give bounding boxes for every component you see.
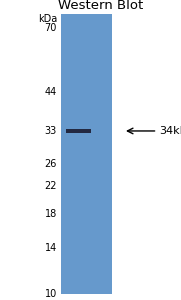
Bar <box>87 129 88 133</box>
Bar <box>78 129 79 133</box>
Bar <box>74 129 75 133</box>
Bar <box>66 129 67 133</box>
Text: 22: 22 <box>45 181 57 191</box>
Text: 70: 70 <box>45 23 57 33</box>
Text: 10: 10 <box>45 289 57 299</box>
Bar <box>73 129 74 133</box>
Bar <box>67 129 68 133</box>
Text: 14: 14 <box>45 243 57 253</box>
Bar <box>71 129 72 133</box>
Bar <box>80 129 81 133</box>
Text: 44: 44 <box>45 87 57 97</box>
Bar <box>81 129 82 133</box>
Bar <box>83 129 84 133</box>
Bar <box>82 129 83 133</box>
Bar <box>75 129 76 133</box>
Bar <box>84 129 85 133</box>
Text: 33: 33 <box>45 126 57 136</box>
Bar <box>68 129 69 133</box>
Bar <box>69 129 70 133</box>
Bar <box>72 129 73 133</box>
Bar <box>86 129 87 133</box>
Bar <box>76 129 77 133</box>
Text: Western Blot: Western Blot <box>58 0 144 12</box>
Bar <box>85 129 86 133</box>
Text: kDa: kDa <box>38 14 57 23</box>
Bar <box>77 129 78 133</box>
Bar <box>70 129 71 133</box>
Bar <box>89 129 90 133</box>
Text: 34kDa: 34kDa <box>159 126 181 136</box>
Text: 18: 18 <box>45 209 57 219</box>
Bar <box>79 129 80 133</box>
Text: 26: 26 <box>45 158 57 169</box>
Bar <box>61 14 112 294</box>
Bar <box>88 129 89 133</box>
